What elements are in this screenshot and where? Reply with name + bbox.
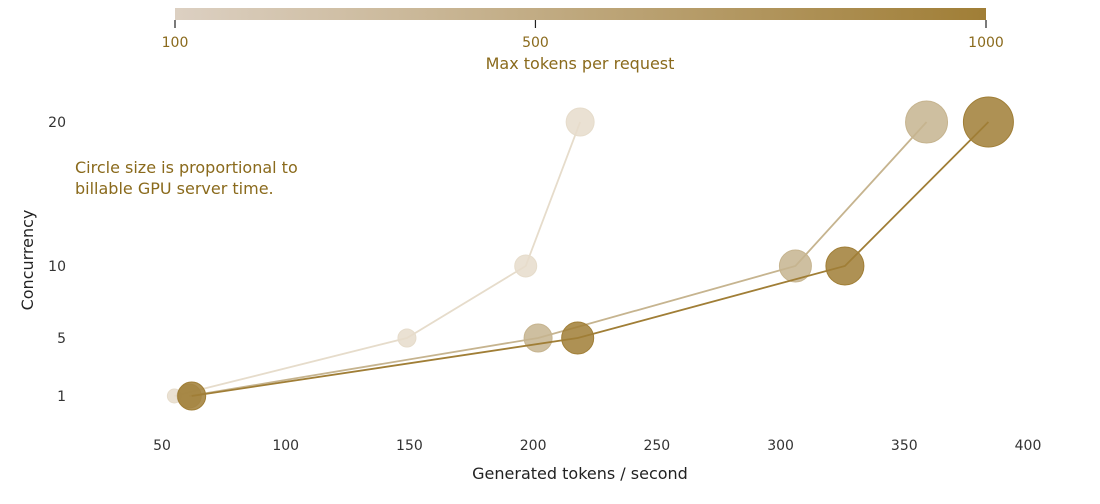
data-point bbox=[177, 381, 207, 411]
colorbar-gradient bbox=[175, 8, 986, 20]
data-point bbox=[523, 323, 553, 353]
colorbar-tick-label: 100 bbox=[162, 35, 189, 51]
series-layer bbox=[166, 96, 1014, 411]
x-tick-label: 100 bbox=[272, 438, 299, 454]
x-tick-label: 250 bbox=[643, 438, 670, 454]
data-point bbox=[565, 107, 595, 137]
series-1000 bbox=[177, 96, 1014, 411]
data-point bbox=[561, 321, 595, 355]
x-tick-label: 50 bbox=[153, 438, 171, 454]
x-tick-label: 400 bbox=[1015, 438, 1042, 454]
data-point bbox=[397, 328, 417, 348]
colorbar-tick-label: 500 bbox=[522, 35, 549, 51]
y-axis-ticks: 1 5 10 20 bbox=[48, 115, 66, 405]
x-tick-label: 300 bbox=[767, 438, 794, 454]
series-line bbox=[191, 121, 990, 397]
series-line bbox=[189, 121, 928, 397]
x-tick-label: 200 bbox=[520, 438, 547, 454]
series-100 bbox=[166, 107, 595, 404]
data-point bbox=[778, 249, 812, 283]
y-tick-label: 1 bbox=[57, 389, 66, 405]
colorbar-ticks: 100 500 1000 bbox=[162, 20, 1004, 51]
annotation-line-2: billable GPU server time. bbox=[75, 179, 274, 198]
colorbar bbox=[175, 8, 986, 20]
annotation-line-1: Circle size is proportional to bbox=[75, 158, 298, 177]
y-tick-label: 5 bbox=[57, 331, 66, 347]
series-line bbox=[174, 121, 581, 397]
data-point bbox=[825, 246, 865, 286]
y-axis-label: Concurrency bbox=[18, 210, 37, 311]
y-tick-label: 20 bbox=[48, 115, 66, 131]
x-tick-label: 350 bbox=[891, 438, 918, 454]
colorbar-tick-label: 1000 bbox=[968, 35, 1004, 51]
data-point bbox=[962, 96, 1014, 148]
x-axis-ticks: 50 100 150 200 250 300 350 400 bbox=[153, 438, 1041, 454]
data-point bbox=[905, 100, 949, 144]
y-tick-label: 10 bbox=[48, 259, 66, 275]
x-axis-label: Generated tokens / second bbox=[472, 464, 688, 483]
x-tick-label: 150 bbox=[396, 438, 423, 454]
colorbar-label: Max tokens per request bbox=[486, 54, 675, 73]
data-point bbox=[514, 254, 538, 278]
